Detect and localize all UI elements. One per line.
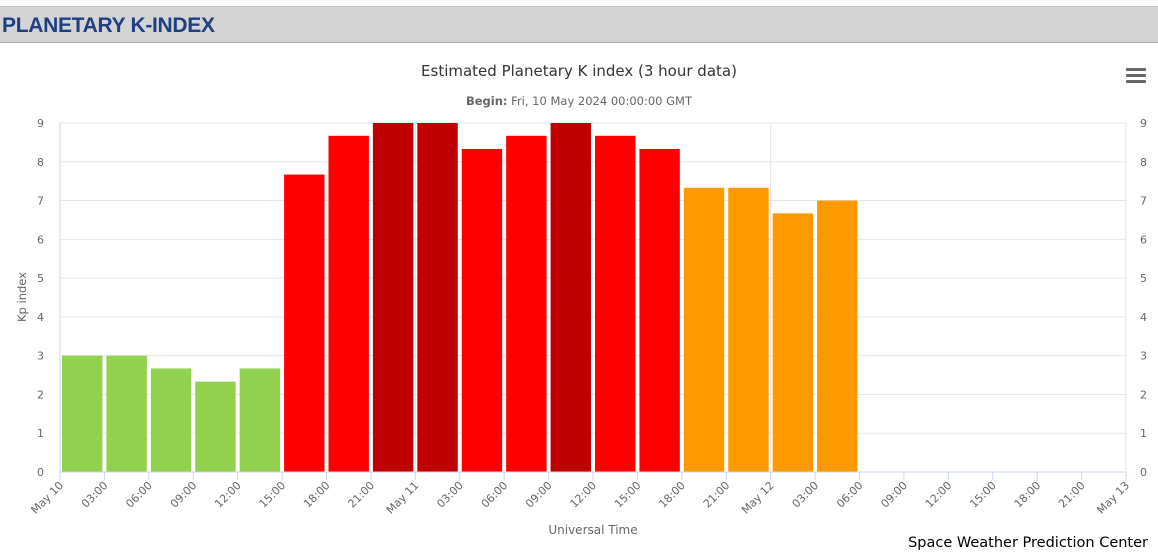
page-title: PLANETARY K-INDEX xyxy=(2,14,215,37)
kp-bar xyxy=(62,355,103,472)
credit-text: Space Weather Prediction Center xyxy=(908,535,1148,551)
y-tick-label-left: 5 xyxy=(37,272,44,285)
y-tick-label-right: 8 xyxy=(1140,156,1147,169)
y-tick-label-left: 3 xyxy=(37,350,44,363)
x-tick-label: 15:00 xyxy=(257,479,289,511)
x-tick-label: 09:00 xyxy=(878,479,910,511)
chart-subtitle: Begin: Fri, 10 May 2024 00:00:00 GMT xyxy=(0,94,1158,108)
kp-bar xyxy=(772,213,814,472)
bars xyxy=(62,123,858,473)
subtitle-label: Begin: xyxy=(465,94,508,108)
y-tick-label-left: 8 xyxy=(37,156,44,169)
x-tick-label: 06:00 xyxy=(123,479,155,511)
x-tick-label: May 10 xyxy=(28,479,66,517)
x-tick-label: 18:00 xyxy=(301,479,333,511)
kp-bar xyxy=(106,355,147,472)
x-tick-label: 06:00 xyxy=(834,479,866,511)
kp-bar xyxy=(239,368,281,472)
x-tick-label: 03:00 xyxy=(434,479,466,511)
kp-bar xyxy=(550,123,591,472)
y-tick-label-right: 3 xyxy=(1140,350,1147,363)
subtitle-value: Fri, 10 May 2024 00:00:00 GMT xyxy=(507,94,692,108)
kp-bar xyxy=(683,187,725,472)
y-tick-label-left: 9 xyxy=(37,117,44,130)
y-tick-label-right: 4 xyxy=(1140,311,1147,324)
x-tick-label: 18:00 xyxy=(1012,479,1044,511)
header-bar: PLANETARY K-INDEX xyxy=(0,6,1158,43)
x-tick-label: 21:00 xyxy=(701,479,733,511)
kp-bar xyxy=(417,123,458,472)
y-tick-label-right: 1 xyxy=(1140,427,1147,440)
x-tick-label: 18:00 xyxy=(656,479,688,511)
kp-bar xyxy=(195,381,236,472)
y-tick-label-right: 2 xyxy=(1140,388,1147,401)
x-tick-label: May 11 xyxy=(384,479,422,517)
x-tick-label: 21:00 xyxy=(1056,479,1088,511)
kp-bar xyxy=(817,200,858,473)
x-tick-label: 12:00 xyxy=(212,479,244,511)
x-tick-label: 12:00 xyxy=(923,479,955,511)
y-axis-label: Kp index xyxy=(15,272,29,322)
y-tick-label-left: 7 xyxy=(37,195,44,208)
x-tick-label: 21:00 xyxy=(345,479,377,511)
chart-title: Estimated Planetary K index (3 hour data… xyxy=(421,62,737,80)
x-tick-label: 09:00 xyxy=(523,479,555,511)
kp-bar xyxy=(595,135,636,472)
x-tick-label: 03:00 xyxy=(790,479,822,511)
x-tick-label: 15:00 xyxy=(967,479,999,511)
grid xyxy=(59,122,1127,473)
kp-bar xyxy=(150,368,192,472)
kp-bar xyxy=(728,187,769,472)
y-tick-label-right: 5 xyxy=(1140,272,1147,285)
kp-bar xyxy=(372,123,414,472)
kp-bar xyxy=(284,174,325,472)
x-tick-label: May 13 xyxy=(1094,479,1132,517)
y-tick-label-right: 9 xyxy=(1140,117,1147,130)
kp-bar xyxy=(461,148,503,472)
y-tick-label-left: 4 xyxy=(37,311,44,324)
y-tick-label-left: 6 xyxy=(37,233,44,246)
x-tick-label: 15:00 xyxy=(612,479,644,511)
y-tick-label-left: 2 xyxy=(37,388,44,401)
kp-bar xyxy=(328,135,369,472)
y-tick-label-right: 7 xyxy=(1140,195,1147,208)
x-tick-label: 03:00 xyxy=(79,479,111,511)
y-tick-label-left: 1 xyxy=(37,427,44,440)
kp-bar xyxy=(639,148,680,472)
x-tick-label: May 12 xyxy=(739,479,777,517)
x-axis-label: Universal Time xyxy=(548,523,637,537)
y-tick-label-right: 6 xyxy=(1140,233,1147,246)
y-tick-label-left: 0 xyxy=(37,466,44,479)
hamburger-menu-icon[interactable] xyxy=(1126,68,1146,86)
x-tick-label: 06:00 xyxy=(479,479,511,511)
x-tick-label: 09:00 xyxy=(168,479,200,511)
kp-bar xyxy=(506,135,547,472)
y-tick-label-right: 0 xyxy=(1140,466,1147,479)
x-tick-label: 12:00 xyxy=(568,479,600,511)
